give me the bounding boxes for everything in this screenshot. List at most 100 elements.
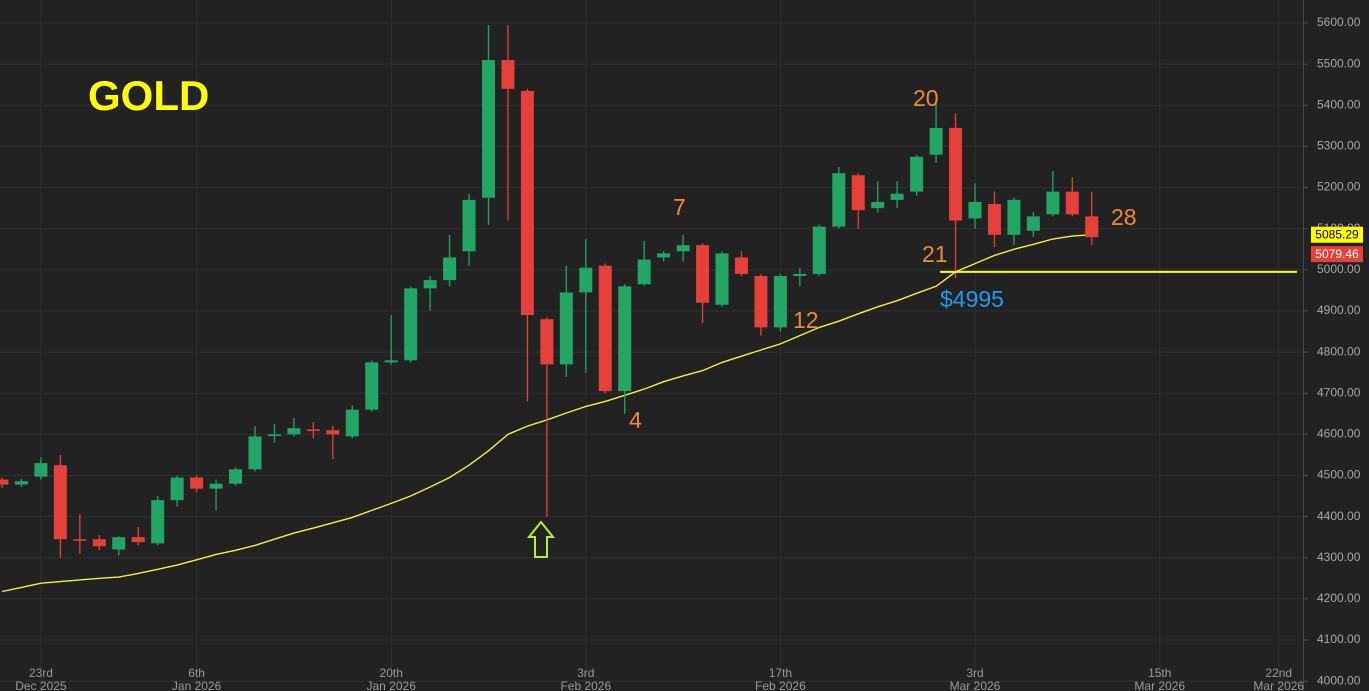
candle-body <box>1026 216 1040 231</box>
candle-body <box>890 193 904 200</box>
x-tick-label: Dec 2025 <box>15 679 67 691</box>
candle-body <box>345 409 359 437</box>
candle-body <box>968 201 982 219</box>
x-tick-label: Mar 2026 <box>1253 679 1304 691</box>
y-tick-label: 5400.00 <box>1317 97 1361 111</box>
x-tick-label: 3rd <box>966 666 983 680</box>
candle-body <box>1007 199 1021 235</box>
candle-body <box>404 288 418 361</box>
candle-body <box>812 226 826 274</box>
y-tick-label: 4600.00 <box>1317 427 1361 441</box>
candle-body <box>423 280 437 289</box>
candle-body <box>92 539 106 547</box>
candle-body <box>540 319 554 365</box>
candle-body <box>482 60 495 198</box>
candle-body <box>306 429 320 432</box>
x-tick-label: 17th <box>769 666 792 680</box>
annotation: 28 <box>1111 204 1137 230</box>
candle-body <box>520 90 534 316</box>
y-tick-label: 5300.00 <box>1317 139 1361 153</box>
candle-body <box>14 481 28 485</box>
y-tick-label: 4700.00 <box>1317 385 1361 399</box>
support-label: $4995 <box>940 286 1004 312</box>
candle-body <box>326 430 340 435</box>
y-tick-label: 5500.00 <box>1317 56 1361 70</box>
y-tick-label: 4200.00 <box>1317 591 1361 605</box>
x-tick-label: 15th <box>1148 666 1171 680</box>
candle-body <box>734 257 748 274</box>
y-axis: 4000.00 4100.00 4200.00 4300.00 4400.00 4500.… <box>1303 15 1363 687</box>
candle-body <box>0 479 9 485</box>
annotation: 21 <box>922 241 948 267</box>
x-tick-label: Feb 2026 <box>560 679 611 691</box>
candle-body <box>1046 191 1060 215</box>
candle-body <box>462 199 476 252</box>
y-tick-label: 4500.00 <box>1317 468 1361 482</box>
annotation: 4 <box>629 407 642 433</box>
candle-body <box>170 477 184 501</box>
x-tick-label: Jan 2026 <box>367 679 417 691</box>
candle-body <box>676 245 690 252</box>
y-tick-label: 4900.00 <box>1317 303 1361 317</box>
candle-body <box>618 286 632 392</box>
candle-body <box>559 292 573 365</box>
arrow-icon <box>526 520 556 558</box>
candle-body <box>248 436 262 470</box>
candle-body <box>267 434 281 436</box>
x-tick-label: 22nd <box>1265 666 1292 680</box>
price-label-box <box>1311 226 1363 243</box>
y-tick-label: 4300.00 <box>1317 550 1361 564</box>
candle-body <box>910 156 924 192</box>
y-tick-label: 4100.00 <box>1317 632 1361 646</box>
candle-body <box>754 275 768 328</box>
candle-body <box>384 360 398 363</box>
price-label: 5079.46 <box>1315 247 1359 261</box>
candle-body <box>501 60 515 89</box>
y-tick-label: 4800.00 <box>1317 344 1361 358</box>
candle-body <box>443 257 457 281</box>
x-tick-label: Mar 2026 <box>1134 679 1185 691</box>
candle-body <box>598 265 612 392</box>
candle-body <box>949 127 963 221</box>
candle-body <box>929 127 943 155</box>
candle-body <box>365 362 379 410</box>
candle-body <box>190 477 204 489</box>
candle-body <box>696 245 710 303</box>
x-tick-label: 23rd <box>29 666 53 680</box>
price-label-box <box>1311 246 1363 263</box>
x-tick-label: Mar 2026 <box>950 679 1001 691</box>
y-tick-label: 5000.00 <box>1317 262 1361 276</box>
candle-body <box>851 175 865 211</box>
candle-body <box>53 465 67 540</box>
candle-body <box>987 204 1001 235</box>
annotation: 12 <box>793 307 819 333</box>
grid <box>0 0 1303 691</box>
candle-body <box>151 500 165 544</box>
x-tick-label: Jan 2026 <box>172 679 222 691</box>
candle-body <box>131 537 145 543</box>
y-tick-label: 5200.00 <box>1317 180 1361 194</box>
candle-body <box>832 173 846 227</box>
candle-body <box>871 201 885 209</box>
y-tick-label: 5600.00 <box>1317 15 1361 29</box>
chart-title: GOLD <box>88 72 209 119</box>
annotation: 20 <box>913 85 939 111</box>
annotation: 7 <box>673 194 686 220</box>
candle-body <box>793 273 807 276</box>
candle-body <box>1085 216 1099 238</box>
candle-body <box>637 259 651 285</box>
candle-body <box>773 275 787 328</box>
plot-area <box>0 25 1297 593</box>
candle-body <box>1065 191 1079 215</box>
candle-body <box>657 253 671 258</box>
candle-body <box>112 537 126 550</box>
candle-body <box>715 253 729 305</box>
price-label: 5085.29 <box>1315 227 1359 241</box>
x-tick-label: 3rd <box>577 666 594 680</box>
candle-body <box>287 428 301 435</box>
x-tick-label: Feb 2026 <box>755 679 806 691</box>
annotations: GOLD 20 7 4 12 21 28 $4995 <box>88 72 1137 558</box>
